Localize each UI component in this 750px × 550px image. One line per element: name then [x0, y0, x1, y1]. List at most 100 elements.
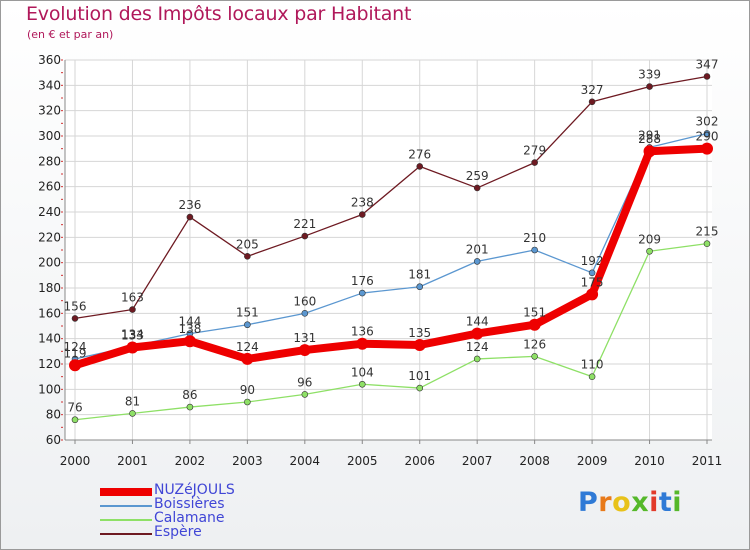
data-label-calamane: 86	[182, 388, 197, 402]
y-tick-label: 180	[38, 281, 61, 295]
data-point-boissieres	[416, 283, 424, 291]
data-point-espere	[416, 163, 424, 170]
data-label-boissieres: 201	[466, 242, 489, 256]
data-label-espere: 238	[351, 196, 374, 210]
data-label-espere: 259	[466, 169, 489, 183]
logo-letter: o	[612, 487, 632, 518]
data-label-boissieres: 291	[638, 128, 661, 142]
data-point-calamane	[588, 373, 596, 380]
y-tick-label: 60	[46, 433, 61, 447]
legend-swatch-calamane	[100, 519, 152, 521]
logo-letter: i	[672, 487, 683, 518]
data-point-boissieres	[703, 130, 711, 137]
y-tick-label: 360	[38, 53, 61, 67]
y-tick-label: 160	[38, 306, 61, 320]
y-tick-label: 280	[38, 154, 61, 168]
data-point-calamane	[129, 410, 136, 417]
legend-label-espere: Espère	[154, 524, 202, 540]
y-tick-label: 320	[38, 104, 61, 118]
data-point-nuzejouls	[586, 288, 599, 301]
data-point-calamane	[244, 398, 251, 406]
data-label-calamane: 215	[696, 225, 719, 239]
series-line-boissieres	[74, 132, 708, 360]
data-label-calamane: 90	[240, 383, 255, 397]
data-label-nuzejouls: 133	[121, 329, 144, 343]
data-point-calamane	[531, 353, 538, 360]
y-tick-label: 340	[38, 78, 61, 92]
data-point-nuzejouls	[471, 327, 484, 340]
data-point-nuzejouls	[241, 352, 254, 365]
data-point-calamane	[71, 416, 79, 424]
logo-letter: r	[598, 487, 613, 518]
data-label-nuzejouls: 151	[523, 306, 546, 320]
legend-swatch-nuzejouls	[100, 488, 152, 496]
data-label-boissieres: 192	[581, 254, 604, 268]
data-label-boissieres: 124	[64, 340, 87, 354]
data-label-nuzejouls: 175	[581, 275, 604, 289]
data-label-calamane: 81	[125, 394, 140, 408]
data-label-espere: 279	[523, 144, 546, 158]
series-line-espere	[74, 75, 708, 320]
data-label-espere: 276	[408, 147, 431, 161]
y-tick-label: 240	[38, 205, 61, 219]
y-tick-label: 260	[38, 180, 61, 194]
data-point-nuzejouls	[643, 145, 656, 158]
x-tick-label: 2005	[347, 454, 378, 468]
legend-swatch-boissieres	[100, 505, 152, 507]
x-tick-label: 2003	[232, 454, 263, 468]
data-label-boissieres: 151	[236, 306, 259, 320]
data-label-boissieres: 302	[696, 114, 719, 128]
x-tick-label: 2011	[692, 454, 723, 468]
data-label-calamane: 209	[638, 232, 661, 246]
chart-title: Evolution des Impôts locaux par Habitant	[26, 3, 412, 25]
logo-letter: P	[578, 487, 599, 518]
data-point-calamane	[186, 403, 194, 411]
y-tick-label: 100	[38, 382, 61, 396]
data-label-calamane: 101	[408, 369, 431, 383]
data-point-boissieres	[588, 269, 596, 277]
data-point-calamane	[416, 384, 424, 392]
x-tick-label: 2002	[175, 454, 206, 468]
data-point-calamane	[358, 380, 366, 388]
plot-area	[65, 60, 712, 440]
chart-subtitle: (en € et par an)	[27, 28, 114, 41]
data-label-nuzejouls: 136	[351, 325, 374, 339]
data-point-nuzejouls	[183, 335, 196, 348]
data-label-espere: 339	[638, 68, 661, 82]
x-tick-label: 2004	[290, 454, 321, 468]
y-tick-label: 220	[38, 230, 61, 244]
data-label-nuzejouls: 290	[696, 130, 719, 144]
data-label-espere: 327	[581, 83, 604, 97]
x-tick-label: 2000	[60, 454, 91, 468]
data-point-nuzejouls	[413, 339, 426, 351]
data-point-nuzejouls	[528, 318, 541, 331]
data-point-boissieres	[244, 321, 251, 329]
data-point-espere	[531, 159, 538, 166]
data-label-espere: 156	[64, 299, 87, 313]
logo-letter: x	[631, 487, 650, 518]
data-point-espere	[473, 184, 481, 192]
data-label-espere: 163	[121, 291, 144, 305]
legend-label-nuzejouls: NUZéJOULS	[154, 482, 235, 498]
data-label-espere: 205	[236, 237, 259, 251]
data-point-espere	[301, 232, 309, 240]
series-line-calamane	[74, 243, 708, 421]
x-tick-label: 2006	[404, 454, 435, 468]
logo-letter: t	[658, 487, 673, 518]
legend-label-calamane: Calamane	[154, 510, 225, 526]
x-tick-label: 2007	[462, 454, 493, 468]
proxiti-logo: Proxiti	[578, 487, 682, 518]
data-label-boissieres: 160	[293, 294, 316, 308]
data-label-nuzejouls: 119	[64, 346, 87, 360]
data-label-nuzejouls: 138	[178, 322, 201, 336]
data-point-nuzejouls	[126, 341, 139, 354]
logo-letter: i	[649, 487, 659, 518]
data-label-espere: 221	[293, 217, 316, 231]
data-label-boissieres: 176	[351, 274, 374, 288]
data-label-calamane: 104	[351, 365, 374, 379]
data-label-espere: 236	[178, 198, 201, 212]
x-tick-label: 2008	[519, 454, 550, 468]
data-point-espere	[186, 213, 194, 221]
data-point-espere	[129, 306, 136, 313]
data-label-calamane: 76	[67, 401, 82, 415]
